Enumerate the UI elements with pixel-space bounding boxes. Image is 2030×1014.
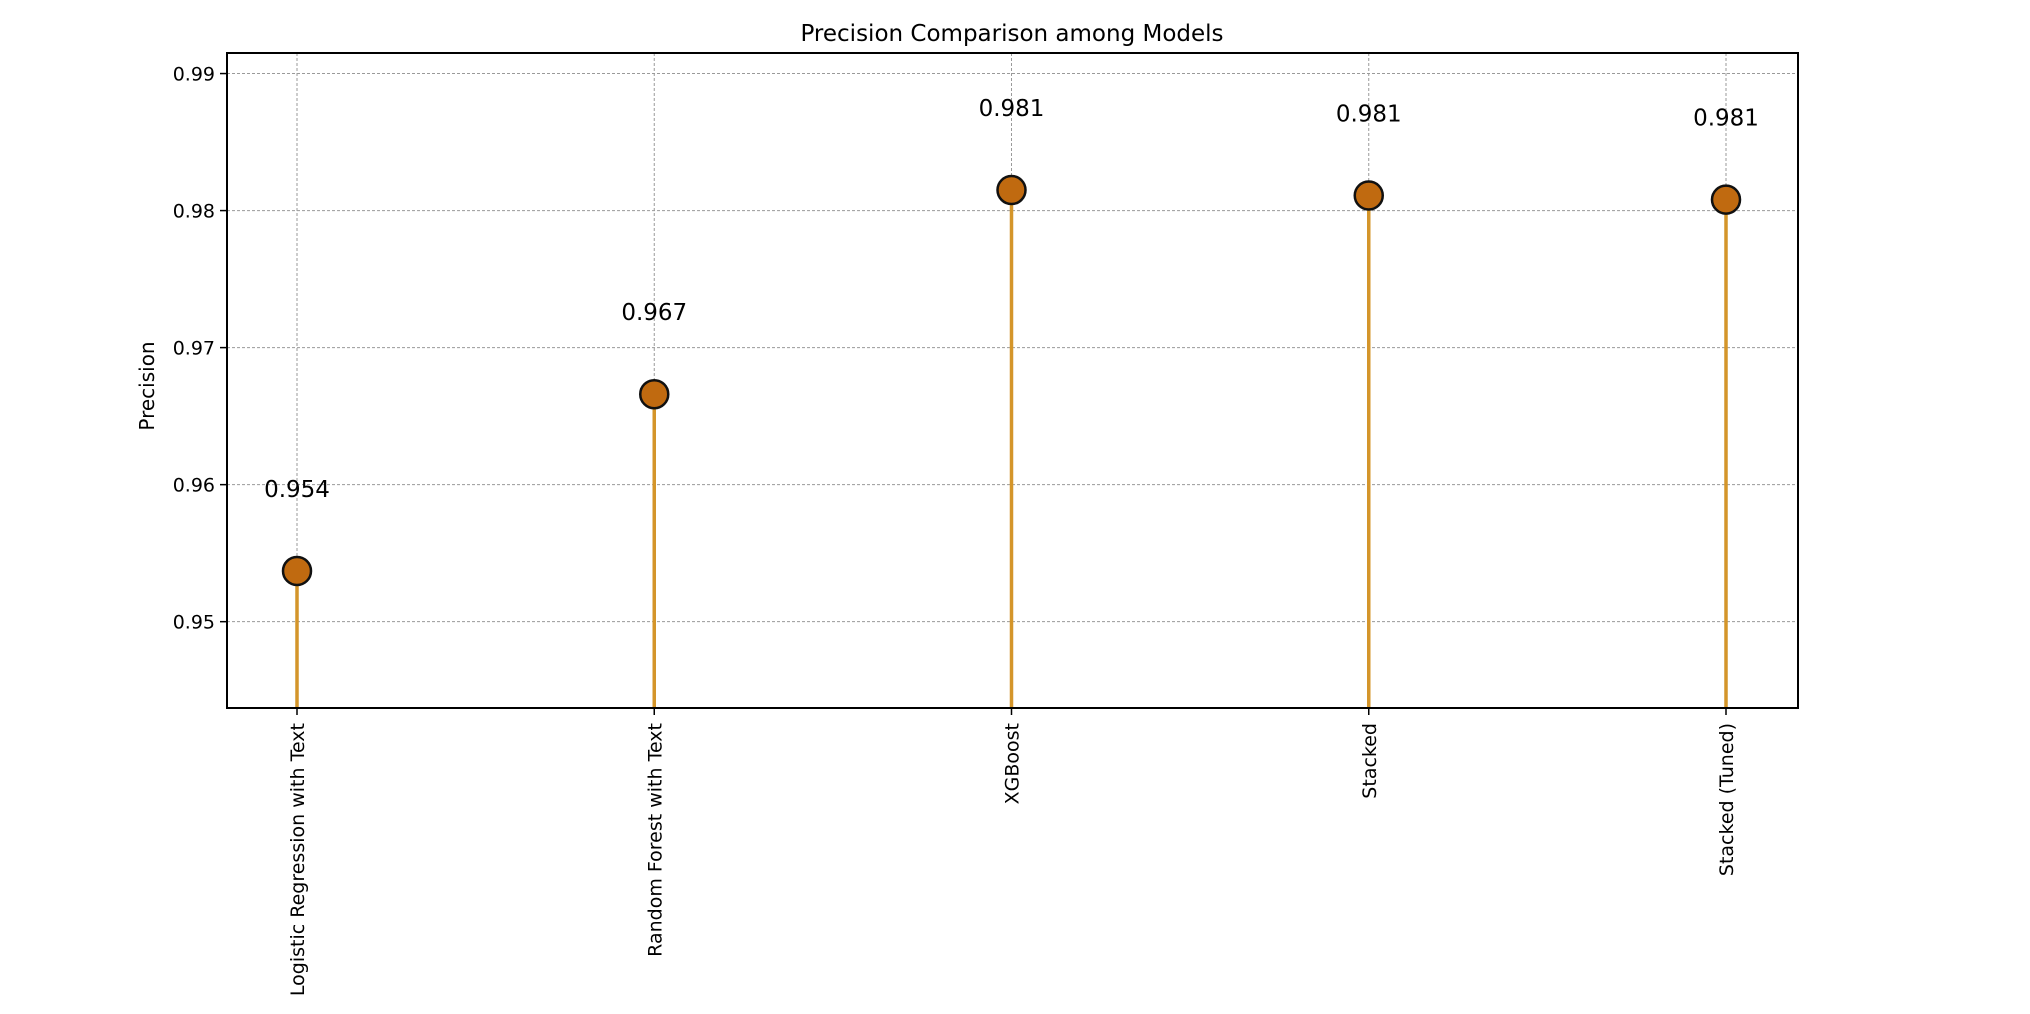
chart-title: Precision Comparison among Models [800, 21, 1223, 47]
data-point-marker [996, 174, 1027, 206]
data-value-label: 0.981 [1336, 102, 1402, 128]
y-tick-label: 0.96 [173, 475, 215, 497]
x-tick-label: XGBoost [1002, 723, 1024, 804]
data-point-marker [1710, 184, 1742, 215]
data-point-marker [281, 555, 313, 587]
value-labels: 0.954 0.967 0.981 0.981 0.981 [264, 96, 1759, 503]
x-tick-label: Stacked [1359, 723, 1381, 799]
stems [295, 190, 1728, 708]
data-value-label: 0.981 [979, 96, 1045, 122]
x-axis-ticks: Logistic Regression with Text Random Fore… [287, 708, 1738, 996]
data-value-label: 0.967 [621, 300, 687, 326]
x-tick-label: Random Forest with Text [644, 723, 666, 957]
x-tick-label: Logistic Regression with Text [287, 723, 309, 996]
data-point-marker [639, 378, 670, 410]
data-value-label: 0.954 [264, 477, 330, 503]
y-tick-label: 0.97 [173, 338, 215, 360]
data-point-marker [1353, 180, 1384, 211]
plot-frame [226, 52, 1799, 709]
y-tick-label: 0.95 [173, 612, 215, 634]
x-tick-label: Stacked (Tuned) [1716, 723, 1738, 876]
y-tick-label: 0.99 [173, 64, 215, 86]
y-axis-title: Precision [135, 341, 159, 430]
markers [281, 174, 1742, 587]
data-value-label: 0.981 [1693, 106, 1759, 132]
y-tick-label: 0.98 [173, 201, 215, 223]
y-axis-ticks: 0.95 0.96 0.97 0.98 0.99 [173, 64, 227, 634]
